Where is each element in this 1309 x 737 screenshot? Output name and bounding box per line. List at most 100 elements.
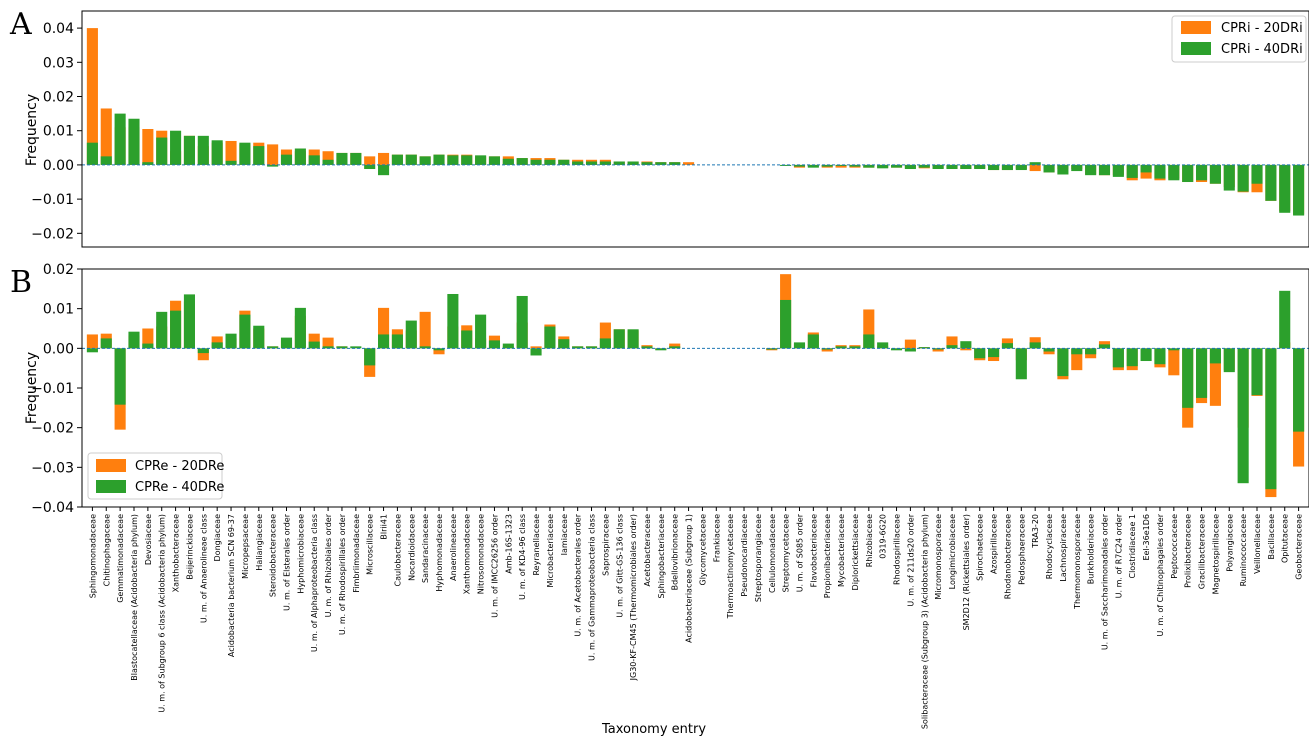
category-label: Dongiaceae bbox=[213, 514, 222, 562]
panel-b-bar-40 bbox=[225, 333, 237, 349]
panel-a-bar-40 bbox=[475, 155, 487, 165]
category-label: Rhodospirillaceae bbox=[893, 514, 902, 585]
panel-a-bar-40 bbox=[183, 135, 195, 165]
category-label: Azospirillaceae bbox=[990, 514, 999, 574]
category-label: Acidobacteriaceae (Subgroup 1) bbox=[685, 514, 694, 643]
panel-b-bar-40 bbox=[974, 348, 986, 359]
panel-b-bar-40 bbox=[1057, 348, 1069, 377]
panel-a-bar-40 bbox=[336, 152, 348, 165]
panel-a-bar-40 bbox=[280, 154, 293, 165]
panel-b-bar-20 bbox=[960, 348, 972, 351]
panel-b-bar-20 bbox=[599, 322, 611, 349]
category-label: Micromonosporaceae bbox=[934, 514, 943, 600]
category-label: U. m. of Elsterales order bbox=[283, 513, 292, 611]
category-label: Geobacteraceae bbox=[1295, 514, 1304, 580]
category-label: Blrii41 bbox=[380, 514, 389, 540]
category-label: Steroidobacteraceae bbox=[269, 514, 278, 597]
panel-a-bar-40 bbox=[447, 155, 459, 165]
panel-a-bar-40 bbox=[530, 159, 542, 165]
category-label: Prolixibacteraceae bbox=[1184, 514, 1193, 588]
panel-a-bar-40 bbox=[669, 162, 681, 165]
category-label: Devosiaceae bbox=[144, 514, 153, 565]
panel-b-bar-40 bbox=[170, 310, 182, 349]
panel-b-bar-40 bbox=[766, 348, 778, 350]
panel-b-bar-20 bbox=[530, 346, 542, 349]
panel-a-bar-40 bbox=[863, 164, 875, 168]
category-label: U. m. of Anaerolineae class bbox=[199, 514, 208, 623]
panel-b-bar-40 bbox=[572, 346, 584, 349]
panel-b-bar-20 bbox=[308, 333, 320, 349]
category-label: Xanthomonadaceae bbox=[463, 514, 472, 594]
category-label: U. m. of Acetobacterales order bbox=[574, 513, 583, 636]
panel-b-bar-40 bbox=[142, 343, 154, 349]
category-label: Sandaracinaceae bbox=[421, 514, 430, 583]
panel-b-bar-40 bbox=[350, 346, 362, 349]
panel-b-bar-40 bbox=[780, 299, 792, 349]
category-label: JG30-KF-CM45 (Thermomicrobiales order) bbox=[629, 514, 638, 681]
category-label: Nocardioidaceae bbox=[407, 514, 416, 581]
panel-a-bar-40 bbox=[1001, 164, 1013, 171]
panel-b-bar-40 bbox=[946, 345, 958, 349]
category-label: Diplorickettsiaceae bbox=[851, 514, 860, 591]
panel-a-bar-40 bbox=[322, 159, 334, 165]
category-label: Hyphomonadaceae bbox=[435, 514, 444, 592]
category-label: Magnetospirillaceae bbox=[1211, 514, 1220, 594]
panel-a-bar-40 bbox=[86, 142, 98, 165]
panel-b-ytick-label: −0.04 bbox=[31, 500, 74, 516]
panel-a-bar-40 bbox=[1251, 164, 1263, 184]
panel-a-bar-40 bbox=[877, 164, 889, 169]
panel-a-bar-20 bbox=[1029, 164, 1041, 172]
panel-b-bar-20 bbox=[904, 339, 916, 349]
category-label: Thermoactinomycetaceae bbox=[726, 514, 735, 619]
panel-a-bar-20 bbox=[86, 28, 98, 165]
category-label: Microbacteriaceae bbox=[546, 514, 555, 588]
panel-a-bar-40 bbox=[391, 154, 403, 165]
panel-a-bar-40 bbox=[211, 140, 223, 165]
panel-a-bar-40 bbox=[572, 161, 584, 165]
panel-b-legend-label-40: CPRe - 40DRe bbox=[135, 480, 224, 495]
panel-b-bar-40 bbox=[849, 346, 861, 349]
panel-a-bar-20 bbox=[378, 152, 390, 165]
panel-b-bar-40 bbox=[461, 330, 473, 349]
panel-b-bar-40 bbox=[100, 338, 112, 349]
panel-b-bar-40 bbox=[488, 340, 501, 349]
panel-b-bars bbox=[82, 274, 1309, 498]
panel-b-bar-40 bbox=[239, 314, 251, 349]
panel-a-bar-40 bbox=[156, 137, 168, 165]
category-label: Gemmatimonadaceae bbox=[116, 514, 125, 603]
panel-a-bar-40 bbox=[918, 164, 930, 168]
panel-a-bar-40 bbox=[793, 164, 806, 167]
panel-a-bar-40 bbox=[1168, 164, 1180, 181]
panel-a-legend-label-40: CPRi - 40DRi bbox=[1221, 42, 1303, 57]
panel-b-bar-40 bbox=[932, 348, 944, 350]
panel-b-legend: CPRe - 20DRe CPRe - 40DRe bbox=[87, 452, 224, 500]
panel-a-bar-40 bbox=[655, 162, 667, 165]
category-label: Hyphomicrobiaceae bbox=[296, 514, 305, 594]
panel-b-bar-40 bbox=[114, 348, 126, 405]
category-label: Xanthobacteraceae bbox=[172, 514, 181, 592]
category-label: Sphingobacteriaceae bbox=[657, 514, 666, 599]
panel-a-bar-40 bbox=[974, 164, 986, 170]
panel-b-bar-40 bbox=[599, 338, 611, 349]
panel-b-bar-20 bbox=[946, 336, 958, 349]
category-label: U. m. of Subgroup 6 class (Acidobacteria… bbox=[158, 514, 167, 713]
panel-a-bar-40 bbox=[1015, 164, 1027, 171]
panel-b-bar-40 bbox=[502, 343, 514, 349]
panel-b-bar-40 bbox=[1015, 348, 1027, 380]
panel-a-bar-40 bbox=[960, 164, 972, 170]
panel-b-frame bbox=[81, 268, 1309, 508]
panel-b-bar-40 bbox=[294, 307, 306, 349]
panel-b-bar-40 bbox=[197, 348, 209, 354]
panel-b-bar-20 bbox=[378, 307, 390, 349]
category-label: Polyangiaceae bbox=[1225, 514, 1234, 572]
panel-a-bar-40 bbox=[1043, 164, 1055, 173]
panel-a-bar-40 bbox=[114, 113, 126, 165]
panel-a-bar-20 bbox=[835, 164, 847, 168]
panel-a-bar-40 bbox=[308, 155, 320, 165]
panel-a-bar-40 bbox=[1071, 164, 1083, 172]
category-label: Haliangiaceae bbox=[255, 514, 264, 571]
panel-a-letter: A bbox=[9, 7, 32, 42]
panel-b-bar-20 bbox=[863, 309, 875, 349]
panel-b-bar-40 bbox=[364, 348, 376, 366]
panel-a-bar-40 bbox=[988, 164, 1000, 171]
